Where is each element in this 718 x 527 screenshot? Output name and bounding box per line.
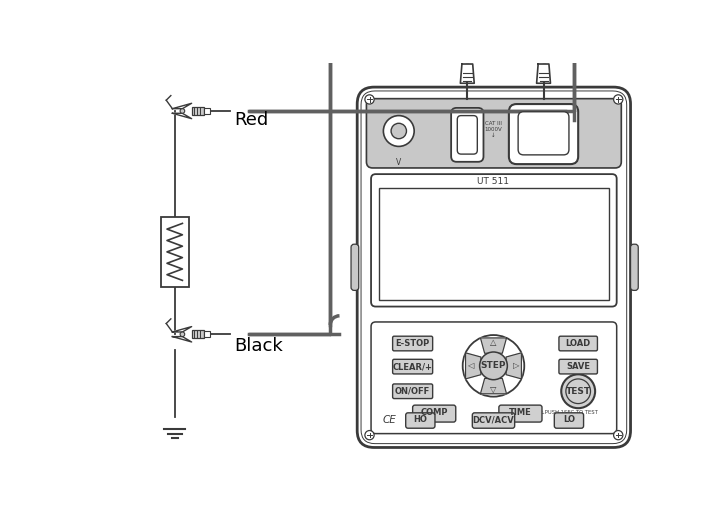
FancyBboxPatch shape bbox=[393, 336, 433, 351]
Polygon shape bbox=[465, 353, 481, 379]
Polygon shape bbox=[480, 338, 506, 353]
FancyBboxPatch shape bbox=[371, 322, 617, 434]
Text: △: △ bbox=[490, 338, 497, 347]
Text: ▷: ▷ bbox=[513, 362, 520, 370]
FancyBboxPatch shape bbox=[393, 359, 433, 374]
Text: ⚠PUSH 1SEC TO TEST: ⚠PUSH 1SEC TO TEST bbox=[540, 409, 598, 415]
Polygon shape bbox=[506, 353, 521, 379]
FancyBboxPatch shape bbox=[630, 244, 638, 290]
Text: LO: LO bbox=[563, 415, 575, 424]
Text: V: V bbox=[396, 158, 401, 167]
Text: ▽: ▽ bbox=[490, 385, 497, 394]
Circle shape bbox=[180, 332, 185, 337]
FancyBboxPatch shape bbox=[457, 115, 477, 154]
FancyBboxPatch shape bbox=[509, 104, 578, 164]
FancyBboxPatch shape bbox=[351, 244, 359, 290]
Text: Red: Red bbox=[234, 111, 269, 129]
Text: CE: CE bbox=[383, 415, 396, 425]
FancyBboxPatch shape bbox=[472, 413, 515, 428]
Text: ◁: ◁ bbox=[467, 362, 474, 370]
Circle shape bbox=[614, 95, 623, 104]
Text: LOAD: LOAD bbox=[566, 339, 591, 348]
Polygon shape bbox=[460, 64, 474, 83]
FancyBboxPatch shape bbox=[371, 174, 617, 307]
Bar bbox=[161, 217, 189, 287]
Text: COMP: COMP bbox=[421, 408, 448, 417]
Circle shape bbox=[365, 95, 374, 104]
Text: TEST: TEST bbox=[566, 387, 591, 396]
Text: SAVE: SAVE bbox=[567, 362, 590, 371]
FancyBboxPatch shape bbox=[518, 112, 569, 155]
Circle shape bbox=[566, 379, 590, 404]
Circle shape bbox=[462, 335, 524, 397]
FancyBboxPatch shape bbox=[413, 405, 456, 422]
FancyBboxPatch shape bbox=[559, 336, 597, 351]
FancyBboxPatch shape bbox=[393, 384, 433, 398]
Bar bbox=[192, 107, 204, 115]
Text: E-STOP: E-STOP bbox=[396, 339, 430, 348]
Bar bbox=[192, 330, 204, 338]
Polygon shape bbox=[172, 103, 192, 109]
Bar bbox=[379, 188, 609, 300]
Bar bbox=[204, 108, 210, 114]
Circle shape bbox=[480, 352, 508, 380]
Text: ON/OFF: ON/OFF bbox=[395, 387, 430, 396]
Text: Black: Black bbox=[234, 337, 283, 355]
Bar bbox=[204, 331, 210, 337]
Circle shape bbox=[391, 123, 406, 139]
Circle shape bbox=[180, 109, 185, 113]
Polygon shape bbox=[536, 64, 551, 83]
Text: CLEAR/+: CLEAR/+ bbox=[393, 362, 433, 371]
FancyBboxPatch shape bbox=[451, 108, 483, 162]
Polygon shape bbox=[172, 327, 192, 332]
FancyBboxPatch shape bbox=[406, 413, 435, 428]
Circle shape bbox=[365, 431, 374, 440]
FancyBboxPatch shape bbox=[357, 87, 630, 447]
FancyBboxPatch shape bbox=[554, 413, 584, 428]
Text: DCV/ACV: DCV/ACV bbox=[472, 415, 514, 424]
FancyBboxPatch shape bbox=[499, 405, 542, 422]
Text: HO: HO bbox=[414, 415, 427, 424]
Text: CAT III
1000V
↓: CAT III 1000V ↓ bbox=[485, 121, 503, 138]
Polygon shape bbox=[172, 337, 192, 342]
Polygon shape bbox=[172, 113, 192, 119]
Polygon shape bbox=[480, 378, 506, 394]
FancyBboxPatch shape bbox=[366, 99, 621, 168]
Circle shape bbox=[614, 431, 623, 440]
Circle shape bbox=[561, 374, 595, 408]
Text: STEP: STEP bbox=[481, 362, 506, 370]
FancyBboxPatch shape bbox=[559, 359, 597, 374]
Text: UT 511: UT 511 bbox=[477, 177, 510, 186]
Text: TIME: TIME bbox=[509, 408, 532, 417]
Circle shape bbox=[383, 115, 414, 147]
